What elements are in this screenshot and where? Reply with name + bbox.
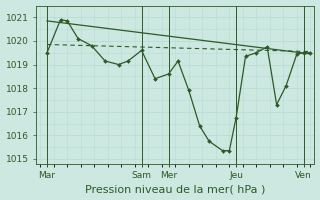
X-axis label: Pression niveau de la mer( hPa ): Pression niveau de la mer( hPa ) — [85, 184, 266, 194]
